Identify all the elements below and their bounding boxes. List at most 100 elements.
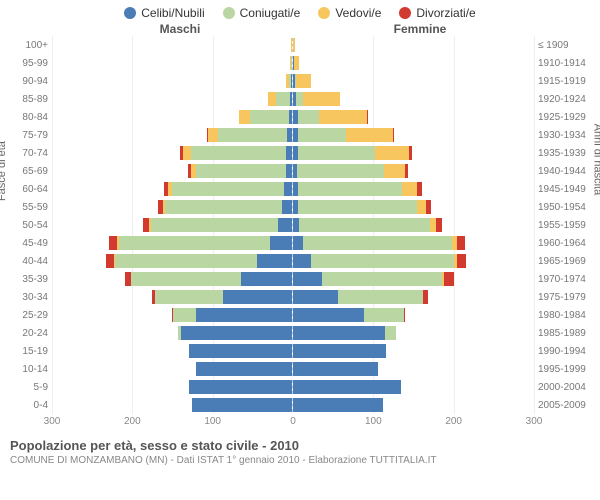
bar-female [293,254,534,268]
age-row: 75-791930-1934 [52,126,534,144]
birth-label: 1915-1919 [538,76,592,87]
birth-label: 1980-1984 [538,310,592,321]
seg-con [298,146,375,160]
birth-label: 1990-1994 [538,346,592,357]
seg-con [298,182,402,196]
seg-cel [278,218,292,232]
birth-label: 1960-1964 [538,238,592,249]
seg-cel [189,380,292,394]
seg-ved [293,38,295,52]
seg-cel [293,326,385,340]
legend-item: Divorziati/e [399,6,475,20]
seg-div [426,200,431,214]
bar-male [52,74,293,88]
seg-con [298,128,346,142]
pyramid-headers: Maschi Femmine [0,22,600,36]
seg-div [367,110,369,124]
seg-ved [303,92,340,106]
seg-con [364,308,404,322]
age-row: 85-891920-1924 [52,90,534,108]
bar-male [52,200,293,214]
seg-cel [293,308,364,322]
age-label: 40-44 [14,256,48,267]
age-label: 20-24 [14,328,48,339]
seg-div [436,218,442,232]
y-left-title: Fasce di età [0,141,8,201]
age-label: 50-54 [14,220,48,231]
seg-con [299,218,429,232]
seg-div [457,236,465,250]
birth-label: 1930-1934 [538,130,592,141]
seg-cel [196,362,292,376]
seg-cel [293,344,386,358]
birth-label: 1955-1959 [538,220,592,231]
age-row: 65-691940-1944 [52,162,534,180]
header-male: Maschi [0,22,300,36]
age-label: 10-14 [14,364,48,375]
seg-div [409,146,412,160]
bar-female [293,290,534,304]
age-row: 70-741935-1939 [52,144,534,162]
age-row: 50-541955-1959 [52,216,534,234]
x-tick: 200 [445,416,462,427]
seg-ved [417,200,427,214]
bar-male [52,164,293,178]
age-row: 45-491960-1964 [52,234,534,252]
bar-male [52,326,293,340]
seg-ved [291,38,292,52]
seg-con [338,290,423,304]
seg-ved [268,92,276,106]
seg-cel [241,272,292,286]
bar-male [52,56,293,70]
bar-male [52,146,293,160]
seg-con [151,218,278,232]
seg-div [417,182,422,196]
seg-cel [284,182,292,196]
seg-con [297,164,384,178]
birth-label: 1970-1974 [538,274,592,285]
seg-div [393,128,395,142]
legend-label: Celibi/Nubili [141,6,204,20]
seg-cel [293,254,311,268]
bar-female [293,146,534,160]
bar-female [293,92,534,106]
bar-female [293,362,534,376]
age-row: 15-191990-1994 [52,342,534,360]
bar-male [52,308,293,322]
age-label: 55-59 [14,202,48,213]
seg-cel [287,128,292,142]
age-label: 0-4 [14,400,48,411]
age-label: 5-9 [14,382,48,393]
legend-dot [223,7,235,19]
seg-ved [319,110,367,124]
seg-con [322,272,443,286]
seg-ved [239,110,250,124]
seg-con [131,272,240,286]
footer: Popolazione per età, sesso e stato civil… [0,430,600,466]
birth-label: 1985-1989 [538,328,592,339]
birth-label: 1925-1929 [538,112,592,123]
seg-con [155,290,222,304]
seg-con [172,182,284,196]
age-label: 95-99 [14,58,48,69]
bar-female [293,218,534,232]
seg-cel [257,254,292,268]
pyramid-chart: Fasce di età Anni di nascita 100+≤ 19099… [0,36,600,414]
seg-con [115,254,256,268]
bar-male [52,110,293,124]
seg-cel [293,290,338,304]
age-row: 40-441965-1969 [52,252,534,270]
bar-male [52,38,293,52]
bar-male [52,290,293,304]
birth-label: 1920-1924 [538,94,592,105]
legend-label: Vedovi/e [335,6,381,20]
bar-female [293,236,534,250]
seg-div [444,272,454,286]
seg-cel [196,308,292,322]
seg-cel [286,164,292,178]
seg-con [165,200,282,214]
age-label: 80-84 [14,112,48,123]
seg-con [385,326,396,340]
bar-female [293,182,534,196]
seg-con [303,236,452,250]
